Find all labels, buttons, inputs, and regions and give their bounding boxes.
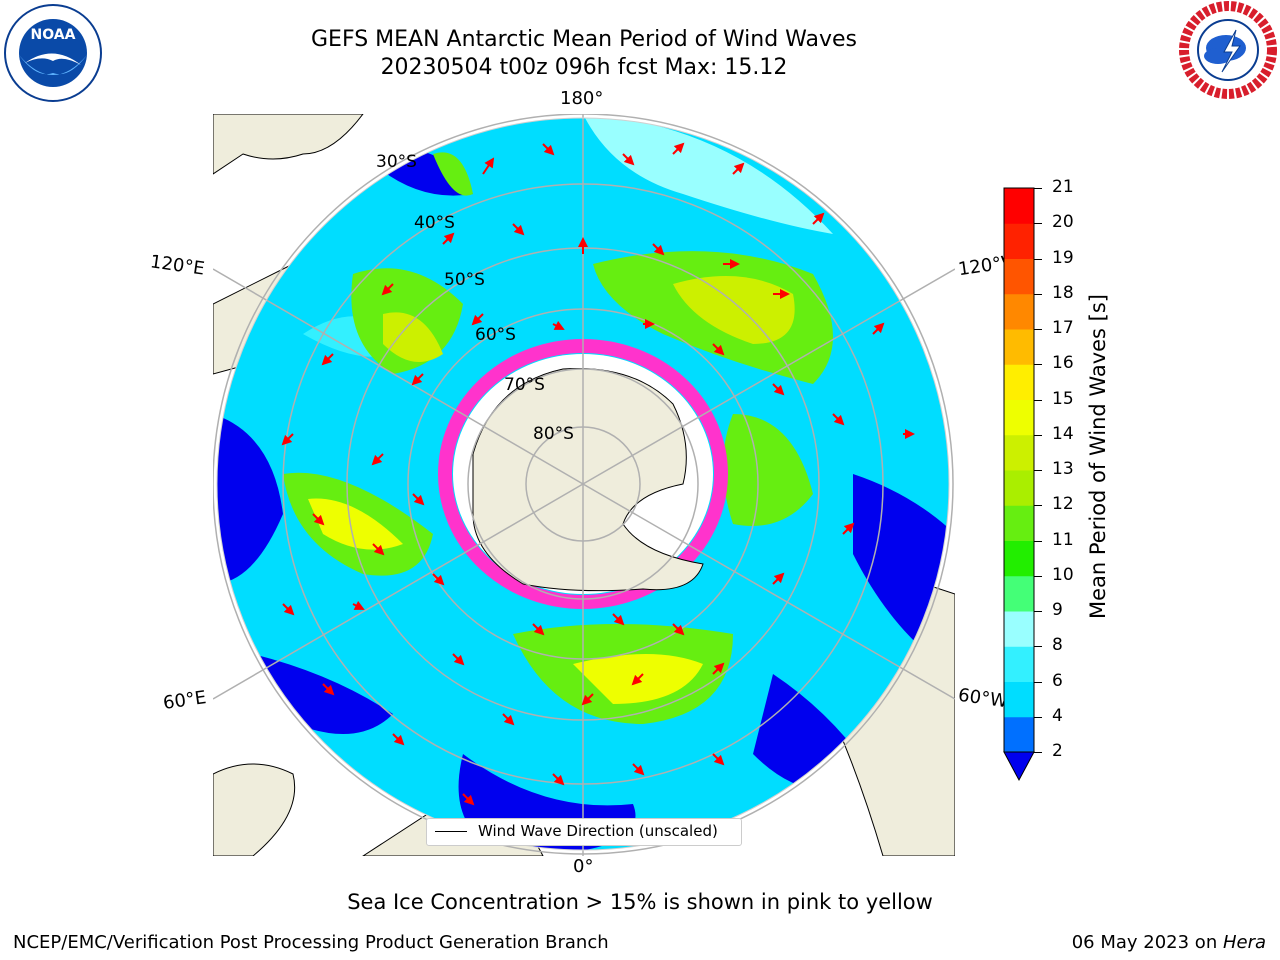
colorbar-block bbox=[1004, 681, 1034, 718]
colorbar-tick-label: 17 bbox=[1052, 318, 1074, 338]
colorbar-tick-label: 10 bbox=[1052, 564, 1074, 585]
colorbar-block bbox=[1004, 716, 1034, 753]
colorbar-block bbox=[1004, 505, 1034, 541]
colorbar bbox=[1003, 187, 1035, 782]
noaa-logo: NOAA bbox=[4, 4, 102, 102]
lat-label-40s: 40°S bbox=[414, 213, 455, 233]
colorbar-block bbox=[1004, 188, 1034, 224]
lat-label-50s: 50°S bbox=[444, 270, 485, 290]
colorbar-tick-mark bbox=[1034, 575, 1042, 577]
sea-ice-note: Sea Ice Concentration > 15% is shown in … bbox=[347, 890, 933, 914]
colorbar-tick-label: 11 bbox=[1052, 529, 1074, 550]
colorbar-tick-label: 16 bbox=[1052, 353, 1074, 374]
lat-label-30s: 30°S bbox=[376, 152, 417, 172]
colorbar-tick-mark bbox=[1034, 681, 1042, 683]
land-australia-top bbox=[213, 114, 364, 175]
colorbar-tick-label: 4 bbox=[1052, 705, 1063, 726]
credit-date: 06 May 2023 on Hera bbox=[1072, 932, 1266, 953]
colorbar-block bbox=[1004, 434, 1034, 471]
colorbar-block bbox=[1004, 646, 1034, 682]
lon-label-180: 180° bbox=[560, 88, 604, 109]
colorbar-tick-label: 21 bbox=[1052, 177, 1074, 197]
national-weather-service-logo bbox=[1179, 1, 1277, 99]
polar-map bbox=[213, 114, 955, 856]
colorbar-tick-mark bbox=[1034, 399, 1042, 401]
colorbar-block bbox=[1004, 258, 1034, 295]
colorbar-block bbox=[1004, 399, 1034, 436]
legend-line-swatch bbox=[435, 831, 467, 832]
credit-date-text: 06 May 2023 on bbox=[1071, 932, 1223, 953]
lat-label-80s: 80°S bbox=[533, 424, 574, 444]
colorbar-tick-mark bbox=[1034, 752, 1042, 753]
colorbar-tick-label: 9 bbox=[1052, 600, 1063, 620]
colorbar-tick-label: 15 bbox=[1052, 388, 1074, 409]
lat-label-60s: 60°S bbox=[475, 325, 516, 345]
colorbar-block bbox=[1004, 329, 1034, 365]
colorbar-tick-label: 2 bbox=[1052, 741, 1063, 761]
lat-label-70s: 70°S bbox=[504, 375, 545, 395]
wind-wave-arrows bbox=[281, 142, 915, 806]
colorbar-tick-label: 14 bbox=[1052, 423, 1074, 444]
legend-label: Wind Wave Direction (unscaled) bbox=[478, 822, 718, 840]
colorbar-tick-mark bbox=[1034, 188, 1042, 189]
map-subtitle: 20230504 t00z 096h fcst Max: 15.12 bbox=[380, 55, 788, 80]
colorbar-extend-arrow bbox=[1003, 751, 1035, 782]
colorbar-tick-mark bbox=[1034, 716, 1042, 718]
colorbar-tick-label: 13 bbox=[1052, 459, 1074, 479]
colorbar-label: Mean Period of Wind Waves [s] bbox=[1086, 294, 1110, 619]
colorbar-tick-mark bbox=[1034, 540, 1042, 542]
lon-label-120e: 120°E bbox=[148, 251, 206, 280]
credit-host: Hera bbox=[1222, 932, 1266, 953]
colorbar-tick-label: 8 bbox=[1052, 635, 1063, 656]
colorbar-tick-mark bbox=[1034, 505, 1042, 507]
colorbar-tick-mark bbox=[1034, 293, 1042, 295]
colorbar-tick-mark bbox=[1034, 470, 1042, 471]
land-madagascar bbox=[213, 763, 296, 856]
colorbar-block bbox=[1004, 293, 1034, 330]
colorbar-tick-mark bbox=[1034, 611, 1042, 612]
colorbar-tick-label: 12 bbox=[1052, 494, 1074, 515]
colorbar-block bbox=[1004, 540, 1034, 577]
colorbar-tick-label: 6 bbox=[1052, 670, 1063, 691]
lon-label-60e: 60°E bbox=[161, 687, 208, 714]
colorbar-tick-mark bbox=[1034, 329, 1042, 330]
colorbar-block bbox=[1004, 611, 1034, 647]
credit-branch: NCEP/EMC/Verification Post Processing Pr… bbox=[13, 932, 609, 953]
colorbar-tick-label: 18 bbox=[1052, 282, 1074, 303]
lon-label-0: 0° bbox=[573, 856, 594, 877]
colorbar-tick-mark bbox=[1034, 258, 1042, 260]
colorbar-tick-label: 19 bbox=[1052, 247, 1074, 268]
colorbar-tick-mark bbox=[1034, 223, 1042, 225]
svg-text:NOAA: NOAA bbox=[31, 27, 76, 43]
map-title: GEFS MEAN Antarctic Mean Period of Wind … bbox=[311, 27, 857, 52]
colorbar-tick-label: 20 bbox=[1052, 212, 1074, 233]
colorbar-block bbox=[1004, 223, 1034, 259]
colorbar-block bbox=[1004, 470, 1034, 506]
colorbar-block bbox=[1004, 575, 1034, 612]
colorbar-tick-mark bbox=[1034, 434, 1042, 436]
land-antarctica bbox=[472, 367, 704, 592]
colorbar-block bbox=[1004, 364, 1034, 400]
colorbar-tick-mark bbox=[1034, 646, 1042, 648]
colorbar-tick-mark bbox=[1034, 364, 1042, 366]
map-legend: Wind Wave Direction (unscaled) bbox=[426, 818, 742, 846]
